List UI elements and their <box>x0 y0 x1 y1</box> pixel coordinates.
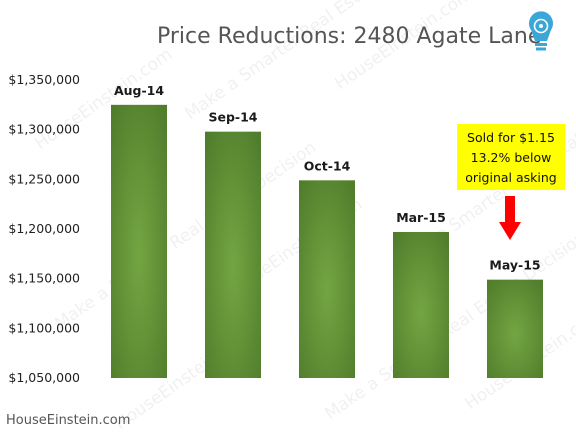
y-tick-label: $1,100,000 <box>8 320 80 335</box>
bar <box>393 231 449 378</box>
y-tick-label: $1,150,000 <box>8 271 80 286</box>
bar <box>111 104 167 378</box>
watermark-text: Make a Smarter Real Estate Decision <box>181 0 450 124</box>
y-tick-label: $1,300,000 <box>8 122 80 137</box>
bar-category-label: May-15 <box>489 258 540 273</box>
y-tick-label: $1,350,000 <box>8 72 80 87</box>
bar-series <box>111 104 543 378</box>
callout: Sold for $1.15 13.2% below original aski… <box>457 124 565 240</box>
watermark-text: Make a Smarter Real Estate Decision <box>51 138 320 334</box>
callout-line-3: original asking <box>465 170 556 185</box>
lightbulb-icon <box>529 11 553 51</box>
callout-box <box>457 124 565 190</box>
callout-line-1: Sold for $1.15 <box>467 130 555 145</box>
source-footer: HouseEinstein.com <box>6 413 130 428</box>
y-tick-label: $1,200,000 <box>8 221 80 236</box>
callout-line-2: 13.2% below <box>471 150 552 165</box>
y-tick-label: $1,050,000 <box>8 370 80 385</box>
bar-category-label: Aug-14 <box>114 83 164 98</box>
data-labels: Aug-14 Sep-14 Oct-14 Mar-15 May-15 <box>114 83 541 273</box>
down-arrow-icon <box>499 196 521 240</box>
bar <box>205 131 261 378</box>
y-axis: $1,050,000 $1,100,000 $1,150,000 $1,200,000… <box>8 72 80 385</box>
bar <box>299 180 355 378</box>
bar-category-label: Sep-14 <box>208 110 257 125</box>
bar-category-label: Mar-15 <box>396 210 446 225</box>
bar <box>487 279 543 378</box>
chart-title: Price Reductions: 2480 Agate Lane <box>157 24 541 49</box>
y-tick-label: $1,250,000 <box>8 171 80 186</box>
bar-category-label: Oct-14 <box>304 158 351 173</box>
